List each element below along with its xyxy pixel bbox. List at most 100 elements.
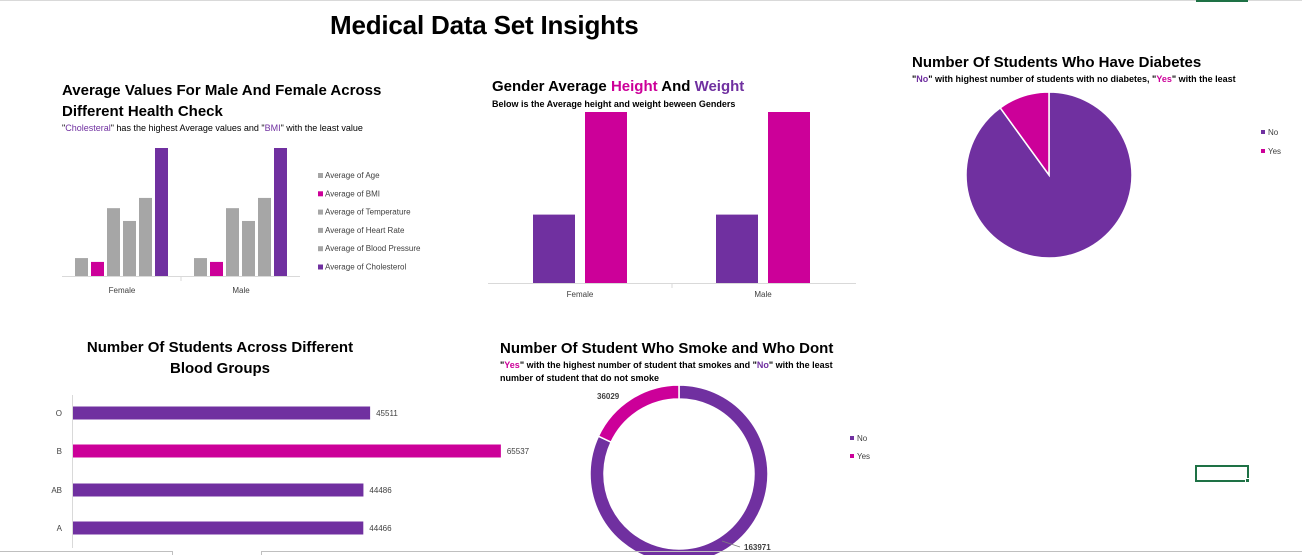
- gender-category-label: Female: [567, 290, 594, 299]
- gender-bar: [768, 112, 810, 283]
- smoke-leader-line: [721, 540, 741, 548]
- smoke-subtitle-line1: "Yes" with the highest number of student…: [500, 359, 833, 372]
- blood-bar: [73, 406, 371, 420]
- gender-title-height: Height: [610, 78, 658, 95]
- gender-title-weight: Weight: [694, 78, 745, 95]
- diabetes-chart-title: Number Of Students Who Have Diabetes: [912, 54, 1202, 71]
- smoke-legend-label: No: [857, 434, 868, 443]
- diabetes-sub-mid: " with highest number of students with n…: [928, 74, 1157, 84]
- health-legend-swatch: [318, 191, 323, 197]
- smoke-sub-end: " with the least: [768, 360, 833, 370]
- health-bar: [155, 148, 168, 276]
- health-legend-label: Average of Cholesterol: [325, 263, 406, 272]
- diabetes-legend-label: No: [1268, 128, 1279, 137]
- health-legend-label: Average of Temperature: [325, 208, 411, 217]
- health-legend-swatch: [318, 227, 323, 233]
- diabetes-legend-label: Yes: [1268, 147, 1281, 156]
- blood-category-label: AB: [51, 486, 62, 495]
- health-legend-label: Average of BMI: [325, 189, 380, 198]
- smoke-value-label: 36029: [597, 392, 620, 401]
- smoke-ring-segment: [597, 384, 680, 444]
- health-legend-swatch: [318, 264, 323, 270]
- smoke-legend-swatch: [850, 436, 854, 440]
- health-bar: [123, 220, 136, 276]
- health-category-label: Female: [109, 286, 136, 295]
- health-bar: [210, 261, 223, 276]
- health-legend-swatch: [318, 246, 323, 252]
- diabetes-legend-swatch: [1261, 130, 1265, 134]
- smoke-value-label: 163971: [744, 543, 771, 552]
- selected-cell[interactable]: [1195, 465, 1249, 482]
- health-title-line2: Different Health Check: [62, 103, 223, 120]
- health-bar: [139, 197, 152, 276]
- health-legend-label: Average of Heart Rate: [325, 226, 405, 235]
- diabetes-sub-end: " with the least: [1171, 74, 1236, 84]
- sheet-top-border: [0, 0, 1302, 1]
- blood-bar: [73, 483, 364, 497]
- health-legend-label: Average of Age: [325, 171, 380, 180]
- smoke-subtitle-line2: number of student that do not smoke: [500, 373, 659, 383]
- gender-chart-subtitle: Below is the Average height and weight b…: [492, 99, 736, 109]
- blood-category-label: A: [57, 524, 63, 533]
- health-bar: [194, 258, 207, 276]
- diabetes-sub-highlight-b: Yes: [1156, 74, 1172, 84]
- active-column-indicator: [1196, 0, 1248, 2]
- gender-bar: [533, 214, 575, 283]
- blood-category-label: B: [57, 447, 62, 456]
- health-bar: [226, 208, 239, 276]
- blood-value-label: 44486: [369, 486, 392, 495]
- sheet-bottom-border: [0, 551, 1302, 552]
- blood-bar: [73, 444, 501, 458]
- health-legend-label: Average of Blood Pressure: [325, 244, 421, 253]
- blood-category-label: O: [56, 409, 62, 418]
- gender-bar: [716, 214, 758, 283]
- health-bar: [258, 197, 271, 276]
- smoke-chart-subtitle: "Yes" with the highest number of student…: [500, 359, 833, 385]
- page-title: Medical Data Set Insights: [330, 10, 639, 40]
- blood-value-label: 65537: [507, 447, 530, 456]
- health-sub-mid: " has the highest Average values and ": [110, 123, 265, 133]
- smoke-sub-q1: ": [500, 360, 505, 370]
- blood-chart-title: Number Of Students Across Different Bloo…: [60, 337, 380, 379]
- blood-title-line1: Number Of Students Across Different: [86, 339, 354, 356]
- blood-value-label: 45511: [376, 409, 398, 418]
- health-sub-q1: ": [62, 123, 66, 133]
- diabetes-chart-subtitle: "No" with highest number of students wit…: [912, 73, 1236, 86]
- smoke-sub-highlight-a: Yes: [504, 360, 520, 370]
- health-bar: [75, 258, 88, 276]
- health-sub-highlight-a: Cholesteral: [65, 123, 111, 133]
- health-legend-swatch: [318, 209, 323, 215]
- health-sub-highlight-b: BMI: [264, 123, 281, 133]
- blood-title-line2: Blood Groups: [170, 360, 270, 377]
- smoke-sub-highlight-b: No: [756, 360, 769, 370]
- gender-title-and: And: [657, 78, 695, 95]
- health-chart-title: Average Values For Male And Female Acros…: [62, 80, 381, 122]
- gender-category-label: Male: [754, 290, 772, 299]
- diabetes-legend-swatch: [1261, 149, 1265, 153]
- diabetes-sub-q1: ": [912, 74, 917, 84]
- health-chart-subtitle: "Cholesteral" has the highest Average va…: [62, 122, 363, 135]
- smoke-sub-mid: " with the highest number of student tha…: [519, 360, 757, 370]
- gender-chart-title: Gender Average Height And Weight: [492, 76, 744, 97]
- health-bar: [91, 261, 104, 276]
- health-bar: [242, 220, 255, 276]
- diabetes-slice: [999, 91, 1050, 178]
- health-title-line1: Average Values For Male And Female Acros…: [62, 82, 382, 99]
- blood-bar: [73, 521, 364, 535]
- gender-bar: [585, 112, 627, 283]
- health-category-label: Male: [232, 286, 250, 295]
- health-legend-swatch: [318, 173, 323, 178]
- fill-handle[interactable]: [1245, 478, 1250, 483]
- health-bar: [107, 208, 120, 276]
- health-sub-end: " with the least value: [280, 123, 363, 133]
- smoke-chart-title: Number Of Student Who Smoke and Who Dont: [500, 340, 834, 357]
- sheet-tab[interactable]: [172, 551, 262, 555]
- diabetes-sub-highlight-a: No: [916, 74, 929, 84]
- blood-value-label: 44466: [369, 524, 392, 533]
